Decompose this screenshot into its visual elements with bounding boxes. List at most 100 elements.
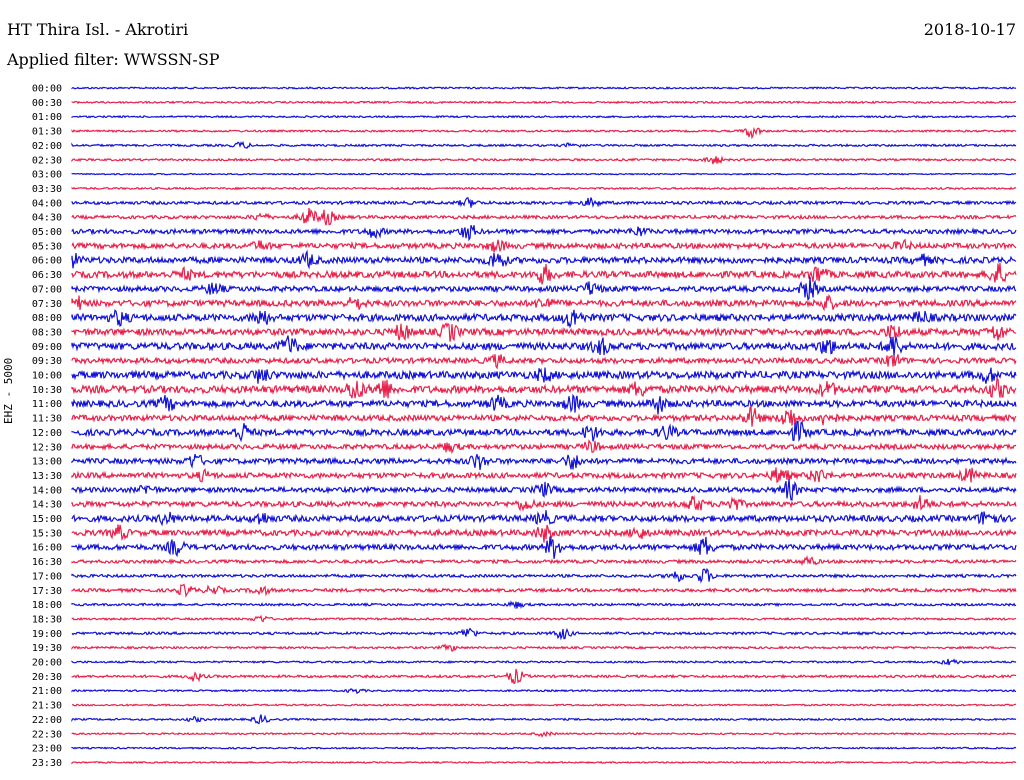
time-row-label: 00:00 [32,84,62,95]
seismic-trace [71,293,1017,312]
seismic-trace [71,224,1017,242]
time-row-label: 21:00 [32,686,62,697]
time-row-label: 19:00 [32,629,62,640]
seismic-trace [71,140,1017,149]
time-row-label: 11:30 [32,414,62,425]
time-row-label: 22:00 [32,715,62,726]
seismic-trace [71,405,1017,427]
seismic-trace [71,354,1017,370]
time-row-label: 02:00 [32,141,62,152]
time-row-label: 10:00 [32,371,62,382]
time-row-label: 12:30 [32,442,62,453]
seismic-trace [71,238,1017,253]
time-row-label: 08:30 [32,327,62,338]
seismic-trace [71,262,1017,285]
seismic-trace [71,478,1017,501]
seismic-trace [71,703,1017,707]
seismic-trace [71,393,1017,415]
time-row-label: 20:00 [32,658,62,669]
seismic-trace [71,567,1017,584]
time-row-label: 23:00 [32,744,62,755]
time-row-label: 06:00 [32,256,62,267]
time-row-label: 04:00 [32,198,62,209]
seismic-trace [71,376,1017,399]
time-row-label: 00:30 [32,98,62,109]
seismic-trace [71,668,1017,685]
time-row-label: 14:30 [32,500,62,511]
time-row-label: 13:30 [32,471,62,482]
seismic-trace [71,186,1017,191]
record-date: 2018-10-17 [923,20,1016,39]
time-row-label: 03:30 [32,184,62,195]
time-row-label: 17:30 [32,586,62,597]
time-row-label: 22:30 [32,729,62,740]
time-row-label: 02:30 [32,155,62,166]
seismic-trace [71,367,1017,384]
time-row-label: 16:30 [32,557,62,568]
seismic-trace [71,760,1017,765]
seismic-trace [71,155,1017,165]
seismic-trace [71,688,1017,695]
time-row-label: 10:30 [32,385,62,396]
time-row-label: 18:00 [32,600,62,611]
seismic-trace [71,730,1017,738]
seismic-trace [71,658,1017,666]
time-row-label: 05:30 [32,241,62,252]
seismic-trace [71,114,1017,119]
time-row-label: 23:30 [32,758,62,769]
seismic-trace [71,510,1017,527]
time-row-label: 17:00 [32,571,62,582]
seismic-trace [71,467,1017,484]
station-title: HT Thira Isl. - Akrotiri [7,20,189,39]
seismic-trace [71,172,1017,176]
seismic-trace [71,536,1017,559]
seismic-trace [71,627,1017,641]
time-row-label: 15:00 [32,514,62,525]
time-row-label: 13:00 [32,457,62,468]
seismic-trace [71,714,1017,725]
seismic-trace [71,454,1017,470]
seismic-trace [71,276,1017,302]
seismic-trace [71,524,1017,543]
time-row-label: 03:00 [32,170,62,181]
time-row-label: 04:30 [32,213,62,224]
seismic-trace [71,420,1017,443]
seismic-trace [71,643,1017,652]
time-row-label: 16:00 [32,543,62,554]
seismic-trace [71,249,1017,270]
seismic-trace [71,100,1017,105]
time-row-label: 15:30 [32,528,62,539]
seismic-trace [71,86,1017,90]
applied-filter-label: Applied filter: WWSSN-SP [7,50,220,69]
seismic-trace [71,197,1017,208]
seismic-trace [71,335,1017,357]
seismic-trace [71,322,1017,342]
time-row-label: 20:30 [32,672,62,683]
time-row-label: 01:00 [32,112,62,123]
seismic-trace [71,439,1017,455]
seismic-trace [71,555,1017,567]
seismic-trace [71,746,1017,750]
time-row-label: 14:00 [32,485,62,496]
time-row-label: 18:30 [32,614,62,625]
time-row-label: 08:00 [32,313,62,324]
seismic-trace [71,583,1017,598]
time-row-label: 19:30 [32,643,62,654]
time-row-label: 05:00 [32,227,62,238]
time-row-label: 07:30 [32,299,62,310]
time-row-label: 09:30 [32,356,62,367]
time-row-label: 09:00 [32,342,62,353]
seismic-trace [71,495,1017,512]
seismic-trace [71,207,1017,226]
seismic-trace [71,600,1017,610]
time-row-label: 11:00 [32,399,62,410]
time-row-label: 01:30 [32,127,62,138]
time-row-label: 06:30 [32,270,62,281]
seismic-trace [71,126,1017,140]
time-row-label: 07:00 [32,284,62,295]
time-row-label: 21:30 [32,701,62,712]
seismic-trace [71,309,1017,329]
seismic-trace [71,614,1017,623]
time-row-label: 12:00 [32,428,62,439]
